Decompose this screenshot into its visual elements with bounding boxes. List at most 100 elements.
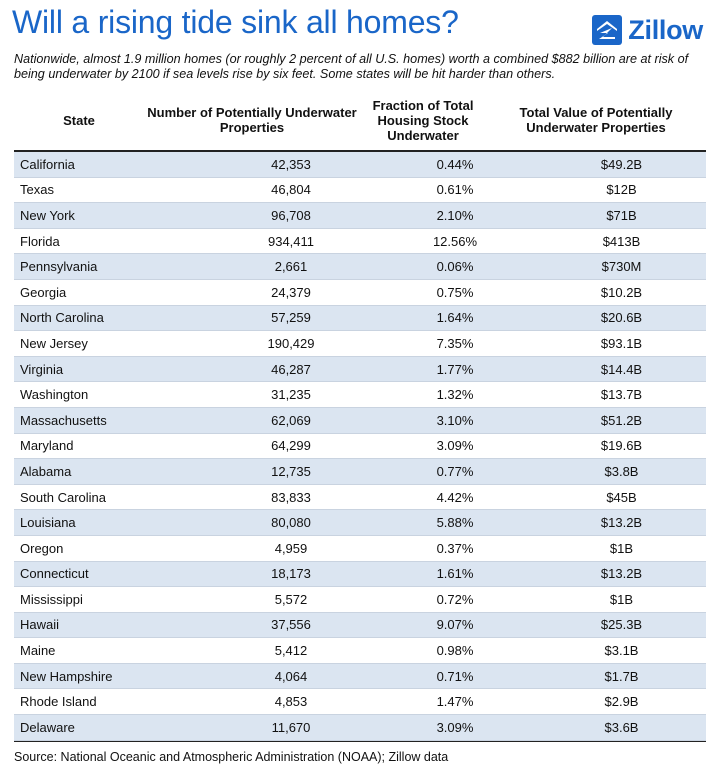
row-value: $19.6B	[600, 438, 643, 454]
page-title: Will a rising tide sink all homes?	[12, 4, 459, 40]
row-value: $1B	[609, 591, 634, 607]
table-header: State Number of Potentially Underwater P…	[14, 92, 706, 148]
table-row: Pennsylvania 2,661 0.06% $730M	[14, 254, 706, 280]
row-count: 46,287	[271, 361, 311, 377]
table-row: Delaware 11,670 3.09% $3.6B	[14, 715, 706, 741]
row-count: 31,235	[271, 387, 311, 403]
table-row: New Hampshire 4,064 0.71% $1.7B	[14, 663, 706, 690]
row-fraction: 1.47%	[436, 694, 474, 710]
row-fraction: 0.44%	[436, 156, 474, 172]
table-row: Washington 31,235 1.32% $13.7B	[14, 382, 706, 408]
row-fraction: 3.09%	[436, 719, 474, 735]
row-state: Hawaii	[20, 617, 60, 633]
row-value: $12B	[606, 182, 637, 198]
table-row: Georgia 24,379 0.75% $10.2B	[14, 280, 706, 306]
row-count: 18,173	[271, 566, 311, 582]
row-state: New York	[20, 207, 75, 223]
row-value: $51.2B	[600, 412, 643, 428]
row-count: 4,064	[274, 668, 308, 684]
row-count: 190,429	[267, 335, 315, 351]
row-state: Louisiana	[20, 515, 76, 531]
row-count: 80,080	[271, 515, 311, 531]
row-value: $3.6B	[604, 719, 639, 735]
row-fraction: 0.98%	[436, 643, 474, 659]
row-value: $413B	[602, 233, 641, 249]
row-fraction: 1.64%	[436, 310, 474, 326]
row-state: Connecticut	[20, 566, 89, 582]
table-row: Connecticut 18,173 1.61% $13.2B	[14, 561, 706, 588]
row-value: $93.1B	[600, 335, 643, 351]
table-row: South Carolina 83,833 4.42% $45B	[14, 485, 706, 511]
table-row: Texas 46,804 0.61% $12B	[14, 178, 706, 204]
row-value: $3.1B	[604, 643, 639, 659]
header-divider	[14, 150, 706, 152]
zillow-logo-icon	[592, 15, 623, 45]
row-state: Maine	[20, 643, 56, 659]
row-fraction: 4.42%	[436, 489, 474, 505]
header-fraction: Fraction of Total Housing Stock Underwat…	[372, 97, 474, 143]
row-count: 46,804	[271, 182, 311, 198]
row-count: 4,853	[274, 694, 308, 710]
header-value: Total Value of Potentially Underwater Pr…	[519, 105, 673, 135]
row-value: $71B	[606, 207, 637, 223]
row-state: North Carolina	[20, 310, 104, 326]
row-fraction: 0.75%	[436, 284, 474, 300]
row-state: Texas	[20, 182, 54, 198]
row-count: 57,259	[271, 310, 311, 326]
table-row: North Carolina 57,259 1.64% $20.6B	[14, 305, 706, 332]
row-state: Delaware	[20, 719, 75, 735]
table-row: New York 96,708 2.10% $71B	[14, 203, 706, 229]
row-state: Oregon	[20, 540, 64, 556]
row-count: 12,735	[271, 463, 311, 479]
table-row: Maine 5,412 0.98% $3.1B	[14, 638, 706, 664]
row-value: $49.2B	[600, 156, 643, 172]
row-fraction: 1.61%	[436, 566, 474, 582]
zillow-logo: Zillow	[592, 12, 703, 48]
row-fraction: 0.71%	[436, 668, 474, 684]
table-body: California 42,353 0.44% $49.2B Texas 46,804 0.…	[14, 152, 706, 741]
brand-name: Zillow	[628, 14, 703, 45]
row-fraction: 0.72%	[436, 591, 474, 607]
row-count: 42,353	[271, 156, 311, 172]
header-state: State	[63, 112, 95, 128]
row-count: 64,299	[271, 438, 311, 454]
row-value: $13.2B	[600, 566, 643, 582]
row-state: Alabama	[20, 463, 72, 479]
row-fraction: 12.56%	[432, 233, 478, 249]
table-row: California 42,353 0.44% $49.2B	[14, 152, 706, 178]
row-count: 4,959	[274, 540, 308, 556]
table-row: Virginia 46,287 1.77% $14.4B	[14, 356, 706, 383]
row-value: $13.2B	[600, 515, 643, 531]
row-count: 96,708	[271, 207, 311, 223]
row-fraction: 2.10%	[436, 207, 474, 223]
row-count: 2,661	[274, 259, 308, 275]
row-value: $13.7B	[600, 387, 643, 403]
row-fraction: 9.07%	[436, 617, 474, 633]
row-state: California	[20, 156, 75, 172]
row-count: 24,379	[271, 284, 311, 300]
row-fraction: 5.88%	[436, 515, 474, 531]
row-fraction: 7.35%	[436, 335, 474, 351]
row-state: Washington	[20, 387, 89, 403]
row-count: 5,412	[274, 643, 308, 659]
row-value: $20.6B	[600, 310, 643, 326]
row-value: $3.8B	[604, 463, 639, 479]
row-state: Mississippi	[20, 591, 83, 607]
table-row: Mississippi 5,572 0.72% $1B	[14, 587, 706, 613]
row-fraction: 0.77%	[436, 463, 474, 479]
table-row: Rhode Island 4,853 1.47% $2.9B	[14, 689, 706, 716]
row-state: Massachusetts	[20, 412, 107, 428]
row-state: South Carolina	[20, 489, 106, 505]
row-fraction: 0.61%	[436, 182, 474, 198]
row-state: Georgia	[20, 284, 67, 300]
table-row: Hawaii 37,556 9.07% $25.3B	[14, 612, 706, 639]
table-row: New Jersey 190,429 7.35% $93.1B	[14, 331, 706, 357]
row-fraction: 1.32%	[436, 387, 474, 403]
row-state: Rhode Island	[20, 694, 97, 710]
row-state: Pennsylvania	[20, 259, 98, 275]
table-bottom-divider	[14, 741, 706, 742]
table-row: Louisiana 80,080 5.88% $13.2B	[14, 510, 706, 536]
row-state: Maryland	[20, 438, 74, 454]
table-row: Maryland 64,299 3.09% $19.6B	[14, 434, 706, 460]
table-row: Florida 934,411 12.56% $413B	[14, 229, 706, 255]
